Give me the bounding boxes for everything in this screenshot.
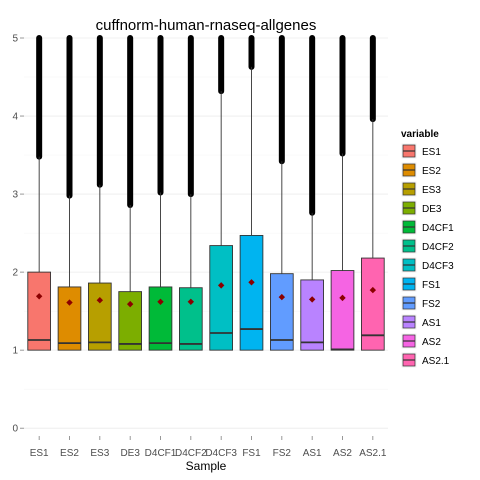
legend-item-ES2: ES2 — [400, 161, 441, 179]
y-axis: 0 1 2 3 4 5 — [12, 34, 24, 435]
box-body — [179, 287, 203, 351]
mean-point — [278, 293, 286, 301]
legend-item-AS2: AS2 — [400, 332, 441, 350]
x-tick-label: ES3 — [90, 448, 109, 459]
mean-point — [66, 299, 73, 306]
x-tick-label: D4CF1 — [145, 448, 177, 459]
legend-item-FS2: FS2 — [400, 294, 441, 312]
x-axis-title: Sample — [186, 459, 227, 473]
mean-point — [369, 286, 377, 294]
chart-title: cuffnorm-human-rnaseq-allgenes — [96, 17, 317, 34]
legend-label: ES2 — [422, 166, 441, 177]
mean-point — [157, 298, 164, 305]
mean-point — [187, 298, 195, 305]
box-body — [88, 282, 112, 351]
legend-item-ES1: ES1 — [400, 142, 441, 160]
box-body — [148, 286, 173, 351]
box-body — [27, 271, 51, 351]
x-tick-label: D4CF3 — [205, 448, 237, 459]
legend-title: variable — [401, 129, 439, 140]
box-D4CF3 — [209, 35, 233, 351]
mean-point — [35, 293, 43, 300]
y-tick-label: 4 — [12, 112, 18, 123]
y-tick-label: 5 — [12, 34, 18, 45]
box-AS2.1 — [361, 35, 385, 351]
legend-label: D4CF2 — [422, 242, 454, 253]
mean-point — [126, 300, 134, 308]
box-ES3 — [88, 35, 112, 351]
y-tick-label: 2 — [12, 268, 18, 279]
legend-label: ES1 — [422, 147, 441, 158]
x-tick-label: ES2 — [60, 448, 79, 459]
box-body — [330, 270, 355, 351]
box-body — [270, 273, 294, 351]
box-body — [300, 279, 324, 351]
box-FS2 — [270, 35, 294, 351]
legend-label: FS1 — [422, 280, 441, 291]
box-body — [239, 234, 264, 351]
box-body — [118, 291, 142, 351]
mean-point — [339, 294, 346, 302]
legend-item-FS1: FS1 — [400, 275, 441, 293]
box-ES1 — [27, 35, 51, 351]
mean-point — [217, 282, 225, 289]
x-tick-label: DE3 — [120, 448, 140, 459]
legend: variable ES1 ES2 ES3 DE3 D4CF1 D4CF2 D4CF3 FS1 F… — [400, 129, 454, 369]
legend-item-AS2.1: AS2.1 — [400, 351, 450, 369]
legend-label: AS2 — [422, 337, 441, 348]
box-D4CF2 — [179, 35, 203, 351]
legend-item-ES3: ES3 — [400, 180, 441, 198]
legend-label: ES3 — [422, 185, 441, 196]
legend-item-AS1: AS1 — [400, 313, 441, 331]
legend-label: D4CF1 — [422, 223, 454, 234]
x-tick-label: AS1 — [303, 448, 322, 459]
x-tick-label: D4CF2 — [175, 448, 207, 459]
x-tick-label: AS2 — [333, 448, 352, 459]
x-tick-label: FS2 — [273, 448, 292, 459]
box-body — [361, 257, 385, 351]
box-DE3 — [118, 35, 142, 351]
y-tick-label: 0 — [12, 424, 18, 435]
box-D4CF1 — [148, 35, 173, 351]
grid-lines — [24, 37, 388, 429]
box-body — [57, 286, 82, 351]
legend-label: AS2.1 — [422, 356, 450, 367]
y-tick-label: 1 — [12, 346, 18, 357]
x-tick-label: ES1 — [30, 448, 49, 459]
box-FS1 — [239, 35, 264, 351]
x-tick-label: AS2.1 — [359, 448, 387, 459]
legend-label: FS2 — [422, 299, 441, 310]
legend-item-D4CF2: D4CF2 — [400, 237, 454, 255]
legend-label: DE3 — [422, 204, 442, 215]
box-AS1 — [300, 35, 324, 351]
legend-item-DE3: DE3 — [400, 199, 442, 217]
boxes-layer — [27, 35, 385, 351]
box-ES2 — [57, 35, 82, 351]
box-AS2 — [330, 35, 355, 351]
legend-label: D4CF3 — [422, 261, 454, 272]
x-tick-label: FS1 — [242, 448, 261, 459]
mean-point — [308, 296, 316, 303]
legend-item-D4CF3: D4CF3 — [400, 256, 454, 274]
legend-label: AS1 — [422, 318, 441, 329]
mean-point — [96, 297, 104, 304]
y-tick-label: 3 — [12, 190, 18, 201]
mean-point — [248, 279, 255, 286]
box-body — [209, 245, 233, 351]
legend-item-D4CF1: D4CF1 — [400, 218, 454, 236]
